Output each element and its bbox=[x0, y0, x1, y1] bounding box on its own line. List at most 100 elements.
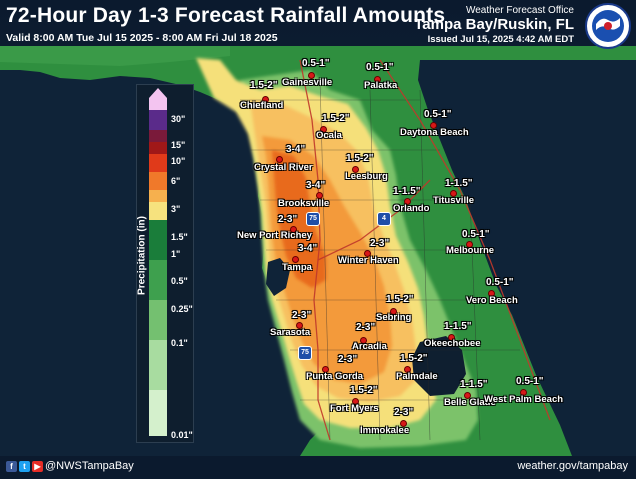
legend-color-segment bbox=[149, 110, 167, 130]
rain-amount-label: 1-1.5" bbox=[460, 379, 488, 390]
city-label: Arcadia bbox=[352, 341, 387, 352]
office-name: Tampa Bay/Ruskin, FL bbox=[414, 16, 574, 33]
footer-bar bbox=[0, 456, 636, 479]
legend-color-segment bbox=[149, 390, 167, 436]
rain-amount-label: 1.5-2" bbox=[346, 153, 374, 164]
legend-tick-label: 0.1" bbox=[171, 338, 188, 348]
legend-colorbar bbox=[149, 110, 167, 436]
city-label: West Palm Beach bbox=[484, 394, 564, 405]
twitter-icon[interactable]: t bbox=[19, 461, 30, 472]
legend-tick-label: 6" bbox=[171, 176, 181, 186]
legend-color-segment bbox=[149, 190, 167, 202]
legend-arrow-icon bbox=[149, 88, 167, 110]
legend-tick-label: 3" bbox=[171, 204, 181, 214]
city-label: Tampa bbox=[282, 262, 312, 273]
rain-amount-label: 1.5-2" bbox=[250, 80, 278, 91]
city-label: Immokalee bbox=[360, 425, 410, 436]
issued-time: Issued Jul 15, 2025 4:42 AM EDT bbox=[427, 34, 574, 45]
rain-amount-label: 0.5-1" bbox=[424, 109, 452, 120]
rain-amount-label: 1.5-2" bbox=[350, 385, 378, 396]
facebook-icon[interactable]: f bbox=[6, 461, 17, 472]
city-label: Orlando bbox=[393, 203, 430, 214]
city-label: Fort Myers bbox=[330, 403, 379, 414]
interstate-shield: 4 bbox=[377, 212, 391, 226]
youtube-icon[interactable]: ▶ bbox=[32, 461, 43, 472]
header-bar bbox=[0, 0, 636, 46]
rain-amount-label: 0.5-1" bbox=[366, 62, 394, 73]
city-label: Belle Glade bbox=[444, 397, 496, 408]
lake-okeechobee bbox=[412, 336, 466, 396]
city-label: Palmdale bbox=[396, 371, 438, 382]
city-label: Daytona Beach bbox=[400, 127, 469, 138]
legend-color-segment bbox=[149, 260, 167, 300]
office-label: Weather Forecast Office bbox=[465, 5, 574, 16]
city-label: Vero Beach bbox=[466, 295, 518, 306]
interstate-shield: 75 bbox=[306, 212, 320, 226]
legend-color-segment bbox=[149, 220, 167, 260]
legend-color-segment bbox=[149, 340, 167, 390]
city-label: Brooksville bbox=[278, 198, 330, 209]
rain-amount-label: 1.5-2" bbox=[386, 294, 414, 305]
legend-tick-label: 0.01" bbox=[171, 430, 193, 440]
rain-amount-label: 0.5-1" bbox=[516, 376, 544, 387]
map-title: 72-Hour Day 1-3 Forecast Rainfall Amount… bbox=[6, 4, 446, 27]
interstate-shield: 75 bbox=[298, 346, 312, 360]
legend-tick-label: 0.25" bbox=[171, 304, 193, 314]
legend-color-segment bbox=[149, 130, 167, 142]
legend-tick-label: 1" bbox=[171, 249, 181, 259]
rain-amount-label: 1-1.5" bbox=[444, 321, 472, 332]
legend-tick-label: 1.5" bbox=[171, 232, 188, 242]
legend-tick-label: 0.5" bbox=[171, 276, 188, 286]
city-label: Ocala bbox=[316, 130, 342, 141]
rain-amount-label: 0.5-1" bbox=[302, 58, 330, 69]
legend-axis-label: Precipitation (in) bbox=[136, 216, 148, 295]
rain-amount-label: 3-4" bbox=[286, 144, 306, 155]
nws-logo-icon bbox=[585, 3, 631, 49]
rain-amount-label: 2-3" bbox=[278, 214, 298, 225]
zone-3-4 bbox=[272, 150, 326, 288]
city-label: Winter Haven bbox=[338, 255, 399, 266]
city-label: Punta Gorda bbox=[306, 371, 364, 382]
legend-tick-label: 15" bbox=[171, 140, 186, 150]
city-label: Chiefland bbox=[240, 100, 284, 111]
legend-color-segment bbox=[149, 202, 167, 220]
city-label: Leesburg bbox=[345, 171, 388, 182]
rain-amount-label: 3-4" bbox=[306, 180, 326, 191]
city-label: Sarasota bbox=[270, 327, 311, 338]
rain-amount-label: 3-4" bbox=[298, 243, 318, 254]
rain-amount-label: 0.5-1" bbox=[462, 229, 490, 240]
legend-color-segment bbox=[149, 154, 167, 172]
legend-tick-label: 30" bbox=[171, 114, 186, 124]
tampa-bay bbox=[266, 258, 290, 296]
rain-amount-label: 2-3" bbox=[356, 322, 376, 333]
city-label: Crystal River bbox=[254, 162, 313, 173]
city-label: Melbourne bbox=[446, 245, 495, 256]
social-handle[interactable]: @NWSTampaBay bbox=[45, 460, 134, 472]
social-icons: f t ▶ bbox=[6, 461, 43, 472]
legend-tick-label: 10" bbox=[171, 156, 186, 166]
rain-amount-label: 2-3" bbox=[370, 238, 390, 249]
rain-amount-label: 2-3" bbox=[338, 354, 358, 365]
valid-period: Valid 8:00 AM Tue Jul 15 2025 - 8:00 AM … bbox=[6, 32, 278, 44]
city-label: Okeechobee bbox=[424, 338, 481, 349]
rain-amount-label: 1.5-2" bbox=[400, 353, 428, 364]
website-link[interactable]: weather.gov/tampabay bbox=[517, 460, 628, 472]
legend-color-segment bbox=[149, 172, 167, 190]
rain-amount-label: 2-3" bbox=[394, 407, 414, 418]
city-label: Palatka bbox=[364, 80, 398, 91]
rain-amount-label: 1.5-2" bbox=[322, 113, 350, 124]
legend-color-segment bbox=[149, 142, 167, 154]
city-label: Sebring bbox=[376, 312, 412, 323]
rain-amount-label: 2-3" bbox=[292, 310, 312, 321]
rain-amount-label: 1-1.5" bbox=[445, 178, 473, 189]
panhandle-land bbox=[0, 46, 230, 66]
city-label: Gainesville bbox=[282, 77, 333, 88]
city-label: Titusville bbox=[433, 195, 475, 206]
county-lines bbox=[240, 79, 540, 441]
legend-color-segment bbox=[149, 300, 167, 340]
city-label: New Port Richey bbox=[237, 230, 312, 241]
rain-amount-label: 0.5-1" bbox=[486, 277, 514, 288]
rain-amount-label: 1-1.5" bbox=[393, 186, 421, 197]
